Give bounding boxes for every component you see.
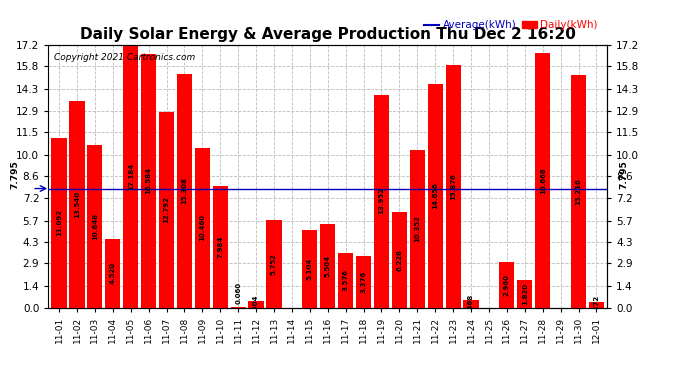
- Text: 4.520: 4.520: [110, 262, 116, 284]
- Bar: [87, 145, 103, 308]
- Text: 7.795: 7.795: [10, 160, 19, 189]
- Text: Copyright 2021 Cartronics.com: Copyright 2021 Cartronics.com: [54, 53, 195, 62]
- Text: 16.584: 16.584: [146, 168, 152, 195]
- Text: 3.376: 3.376: [361, 271, 366, 293]
- Text: 0.372: 0.372: [593, 296, 600, 318]
- Text: 5.752: 5.752: [271, 253, 277, 274]
- Text: 13.952: 13.952: [379, 188, 384, 214]
- Text: 10.460: 10.460: [199, 214, 206, 241]
- Bar: [518, 280, 533, 308]
- Bar: [123, 45, 138, 308]
- Bar: [248, 302, 264, 307]
- Text: 14.656: 14.656: [432, 182, 438, 209]
- Bar: [589, 302, 604, 307]
- Text: 10.352: 10.352: [414, 215, 420, 242]
- Legend: Average(kWh), Daily(kWh): Average(kWh), Daily(kWh): [420, 16, 602, 34]
- Bar: [464, 300, 479, 307]
- Text: 13.540: 13.540: [74, 190, 80, 218]
- Text: 5.104: 5.104: [307, 257, 313, 280]
- Text: 11.092: 11.092: [56, 209, 62, 236]
- Text: 12.792: 12.792: [164, 196, 170, 223]
- Text: 10.648: 10.648: [92, 213, 98, 240]
- Bar: [230, 307, 246, 308]
- Text: 0.468: 0.468: [468, 294, 474, 316]
- Bar: [302, 230, 317, 308]
- Bar: [428, 84, 443, 308]
- Bar: [374, 94, 389, 308]
- Bar: [356, 256, 371, 307]
- Bar: [177, 74, 192, 308]
- Bar: [70, 101, 85, 308]
- Title: Daily Solar Energy & Average Production Thu Dec 2 16:20: Daily Solar Energy & Average Production …: [80, 27, 575, 42]
- Bar: [320, 224, 335, 308]
- Text: 17.184: 17.184: [128, 163, 134, 190]
- Bar: [213, 186, 228, 308]
- Bar: [195, 148, 210, 308]
- Text: 2.960: 2.960: [504, 274, 510, 296]
- Text: 3.576: 3.576: [343, 269, 348, 291]
- Text: 0.060: 0.060: [235, 282, 242, 304]
- Text: 1.820: 1.820: [522, 282, 528, 304]
- Bar: [159, 112, 174, 308]
- Text: 7.795: 7.795: [620, 160, 629, 189]
- Bar: [446, 65, 461, 308]
- Bar: [410, 150, 425, 308]
- Bar: [338, 253, 353, 308]
- Bar: [535, 53, 551, 307]
- Text: 7.984: 7.984: [217, 236, 224, 258]
- Bar: [392, 213, 407, 308]
- Text: 6.228: 6.228: [396, 249, 402, 271]
- Text: 15.876: 15.876: [450, 173, 456, 200]
- Text: 0.404: 0.404: [253, 295, 259, 317]
- Bar: [571, 75, 586, 308]
- Bar: [52, 138, 67, 308]
- Bar: [105, 238, 120, 308]
- Text: 15.308: 15.308: [181, 177, 188, 204]
- Text: 15.216: 15.216: [575, 178, 582, 205]
- Text: 5.504: 5.504: [325, 254, 331, 277]
- Bar: [141, 54, 156, 307]
- Bar: [266, 220, 282, 308]
- Bar: [500, 262, 515, 308]
- Text: 16.668: 16.668: [540, 167, 546, 194]
